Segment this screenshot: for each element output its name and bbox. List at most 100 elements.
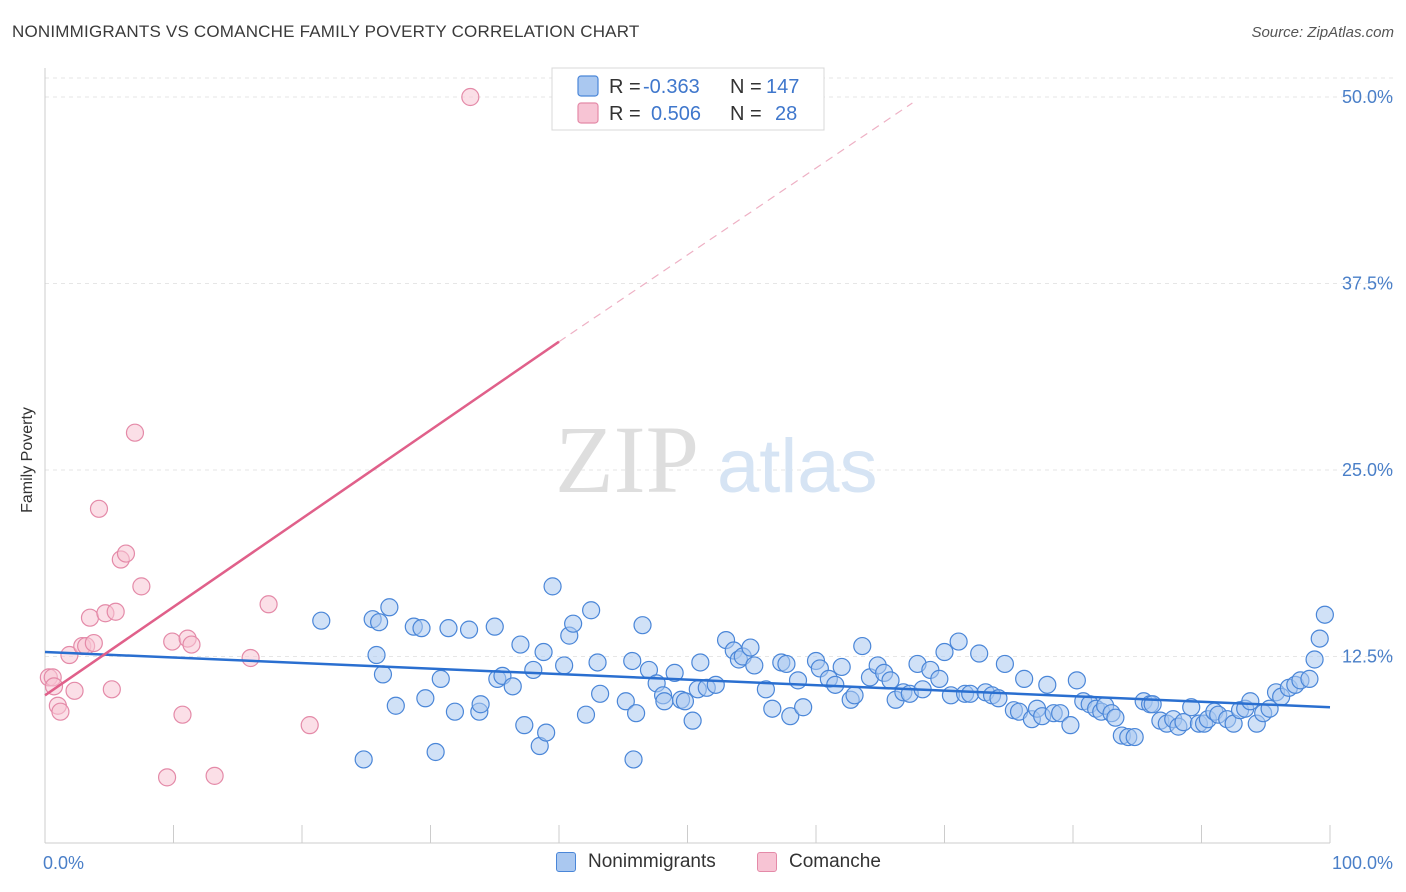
nonimmigrants-point-0 bbox=[312, 611, 331, 630]
watermark: ZIP atlas bbox=[555, 406, 878, 513]
nonimmigrants-point-9 bbox=[412, 619, 431, 638]
nonimmigrants-points bbox=[312, 577, 1334, 769]
legend-n-value-2: 28 bbox=[775, 103, 797, 125]
nonimmigrants-point-21 bbox=[503, 677, 522, 696]
nonimmigrants-point-50 bbox=[691, 653, 710, 672]
comanche-point-11 bbox=[89, 499, 109, 518]
source-credit: Source: ZipAtlas.com bbox=[1251, 24, 1394, 41]
comanche-point-10 bbox=[84, 633, 103, 653]
nonimmigrants-point-58 bbox=[745, 656, 764, 675]
nonimmigrants-point-12 bbox=[431, 669, 450, 688]
nonimmigrants-point-64 bbox=[788, 671, 808, 690]
nonimmigrants-point-32 bbox=[576, 705, 596, 724]
nonimmigrants-point-37 bbox=[623, 651, 642, 671]
comanche-points bbox=[39, 87, 480, 787]
nonimmigrants-point-103 bbox=[1051, 704, 1070, 723]
legend-n-label-1: N = bbox=[730, 76, 762, 98]
nonimmigrants-point-35 bbox=[591, 684, 610, 703]
comanche-point-4 bbox=[51, 702, 70, 721]
comanche-point-13 bbox=[102, 680, 121, 699]
nonimmigrants-point-60 bbox=[763, 699, 782, 718]
chart-title: NONIMMIGRANTS VS COMANCHE FAMILY POVERTY… bbox=[12, 22, 640, 41]
axes bbox=[44, 68, 1331, 844]
comanche-point-14 bbox=[106, 602, 125, 621]
watermark-zip: ZIP bbox=[555, 406, 699, 513]
nonimmigrants-label: Nonimmigrants bbox=[588, 851, 716, 872]
watermark-atlas: atlas bbox=[717, 424, 878, 509]
legend-swatch-nonimmigrants bbox=[577, 75, 599, 97]
comanche-swatch bbox=[757, 852, 777, 872]
y-tick-label-1: 25.0% bbox=[1342, 460, 1393, 480]
nonimmigrants-point-115 bbox=[1125, 727, 1144, 747]
nonimmigrants-point-1 bbox=[354, 750, 373, 769]
comanche-point-20 bbox=[163, 632, 182, 651]
comanche-point-24 bbox=[205, 766, 224, 785]
nonimmigrants-point-101 bbox=[1038, 675, 1057, 694]
x-tick-labels: 0.0% 100.0% bbox=[43, 853, 1393, 873]
nonimmigrants-point-94 bbox=[995, 654, 1014, 674]
nonimmigrants-point-77 bbox=[881, 671, 900, 690]
comanche-point-16 bbox=[116, 544, 136, 563]
nonimmigrants-point-34 bbox=[588, 653, 607, 672]
bottom-legend: Nonimmigrants Comanche bbox=[0, 851, 1406, 879]
top-legend: R = -0.363 N = 147 R = 0.506 N = 28 bbox=[551, 67, 825, 131]
comanche-point-9 bbox=[80, 608, 100, 627]
comanche-point-23 bbox=[182, 635, 201, 654]
comanche-trend-extension bbox=[558, 102, 913, 343]
nonimmigrants-point-72 bbox=[845, 686, 864, 705]
x-tick-label-min: 0.0% bbox=[43, 853, 84, 873]
nonimmigrants-point-23 bbox=[515, 716, 534, 735]
comanche-point-21 bbox=[173, 705, 192, 724]
nonimmigrants-point-73 bbox=[853, 636, 872, 656]
legend-swatch-comanche bbox=[577, 102, 599, 124]
nonimmigrants-point-134 bbox=[1241, 692, 1260, 711]
nonimmigrants-point-7 bbox=[386, 696, 405, 715]
nonimmigrants-point-33 bbox=[582, 601, 601, 620]
nonimmigrants-point-85 bbox=[935, 642, 954, 662]
nonimmigrants-point-105 bbox=[1067, 671, 1086, 690]
nonimmigrants-point-70 bbox=[832, 657, 851, 677]
legend-n-value-1: 147 bbox=[766, 76, 799, 98]
legend-r-label-2: R = bbox=[609, 103, 641, 125]
legend-r-value-2: 0.506 bbox=[651, 103, 701, 125]
nonimmigrants-point-45 bbox=[665, 663, 684, 683]
comanche-trend-line bbox=[44, 340, 560, 697]
nonimmigrants-point-146 bbox=[1315, 605, 1334, 624]
y-tick-label-0: 12.5% bbox=[1342, 647, 1393, 667]
nonimmigrants-point-123 bbox=[1174, 713, 1193, 732]
nonimmigrants-swatch bbox=[556, 852, 576, 872]
nonimmigrants-point-44 bbox=[655, 692, 674, 711]
nonimmigrants-point-14 bbox=[445, 702, 465, 721]
grid-lines bbox=[45, 77, 1393, 657]
nonimmigrants-point-26 bbox=[534, 642, 553, 662]
nonimmigrants-point-17 bbox=[471, 695, 490, 714]
comanche-label: Comanche bbox=[789, 851, 881, 872]
comanche-point-25 bbox=[241, 648, 260, 668]
nonimmigrants-point-10 bbox=[416, 689, 435, 708]
nonimmigrants-point-104 bbox=[1061, 716, 1080, 735]
nonimmigrants-point-143 bbox=[1300, 669, 1319, 688]
y-tick-labels: 12.5% 25.0% 37.5% 50.0% bbox=[1342, 87, 1393, 667]
bottom-legend-comanche: Comanche bbox=[757, 851, 881, 873]
trend-lines bbox=[44, 102, 1331, 709]
nonimmigrants-point-29 bbox=[555, 656, 574, 675]
nonimmigrants-point-38 bbox=[624, 750, 643, 769]
nonimmigrants-point-6 bbox=[380, 598, 399, 617]
nonimmigrants-point-28 bbox=[543, 577, 562, 596]
nonimmigrants-point-36 bbox=[616, 692, 635, 711]
nonimmigrants-point-15 bbox=[459, 620, 479, 639]
nonimmigrants-point-24 bbox=[524, 660, 543, 680]
nonimmigrants-point-47 bbox=[675, 692, 695, 711]
legend-r-label-1: R = bbox=[609, 76, 641, 98]
nonimmigrants-point-59 bbox=[756, 680, 775, 699]
comanche-point-6 bbox=[65, 681, 84, 700]
nonimmigrants-point-65 bbox=[794, 698, 813, 717]
nonimmigrants-point-31 bbox=[564, 614, 583, 633]
nonimmigrants-point-48 bbox=[683, 711, 702, 730]
nonimmigrants-point-112 bbox=[1106, 708, 1125, 727]
bottom-legend-nonimmigrants: Nonimmigrants bbox=[556, 851, 716, 873]
y-tick-label-2: 37.5% bbox=[1342, 274, 1393, 294]
nonimmigrants-point-11 bbox=[426, 742, 445, 762]
legend-r-value-1: -0.363 bbox=[643, 76, 700, 98]
nonimmigrants-point-87 bbox=[949, 632, 968, 651]
